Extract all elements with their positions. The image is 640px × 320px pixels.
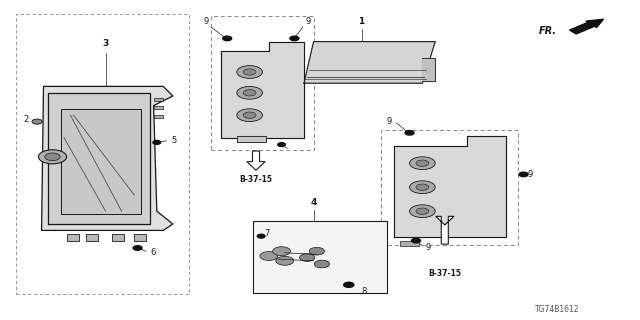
Circle shape [45, 153, 60, 161]
Circle shape [309, 247, 324, 255]
Text: TG74B1612: TG74B1612 [534, 305, 579, 314]
Text: 5: 5 [172, 136, 177, 145]
Polygon shape [48, 93, 150, 224]
Text: 9: 9 [306, 17, 311, 26]
Bar [154, 98, 163, 101]
Text: 7: 7 [264, 229, 269, 238]
Text: 9: 9 [426, 243, 431, 252]
Circle shape [243, 90, 256, 96]
Circle shape [278, 143, 285, 147]
Circle shape [237, 66, 262, 78]
Circle shape [260, 252, 278, 260]
Bar [154, 106, 163, 109]
Text: 6: 6 [150, 248, 156, 257]
Text: B-37-15: B-37-15 [239, 175, 273, 184]
Bar [154, 115, 163, 118]
Circle shape [410, 181, 435, 194]
Circle shape [405, 131, 414, 135]
Circle shape [153, 140, 161, 144]
Circle shape [237, 109, 262, 122]
Circle shape [344, 282, 354, 287]
Circle shape [410, 157, 435, 170]
Circle shape [223, 36, 232, 41]
Bar [112, 234, 124, 241]
FancyArrow shape [247, 151, 265, 170]
Circle shape [237, 86, 262, 99]
Bar [67, 234, 79, 241]
Text: 9: 9 [204, 17, 209, 26]
Polygon shape [237, 136, 266, 142]
Circle shape [300, 254, 315, 261]
Circle shape [519, 172, 528, 177]
Text: 9: 9 [387, 117, 392, 126]
Circle shape [416, 208, 429, 214]
Polygon shape [422, 58, 435, 81]
Circle shape [257, 234, 265, 238]
Bar [134, 234, 146, 241]
Polygon shape [61, 109, 141, 214]
Circle shape [290, 36, 299, 41]
Text: 4: 4 [310, 198, 317, 207]
Circle shape [32, 119, 42, 124]
Circle shape [38, 150, 67, 164]
Text: 1: 1 [358, 17, 365, 26]
Text: B-37-15: B-37-15 [428, 269, 461, 278]
Circle shape [412, 238, 420, 243]
Bar [253, 221, 387, 293]
Circle shape [273, 247, 291, 256]
FancyArrow shape [570, 19, 604, 34]
Circle shape [416, 160, 429, 166]
Bar [86, 234, 98, 241]
FancyArrow shape [436, 216, 454, 244]
Polygon shape [304, 42, 435, 83]
Circle shape [243, 112, 256, 118]
Text: 9: 9 [528, 170, 533, 179]
Text: FR.: FR. [539, 26, 557, 36]
Circle shape [276, 256, 294, 265]
Polygon shape [394, 136, 506, 237]
Text: 2: 2 [23, 116, 28, 124]
Circle shape [416, 184, 429, 190]
Text: 3: 3 [102, 39, 109, 48]
Circle shape [133, 246, 142, 250]
Text: 8: 8 [362, 287, 367, 296]
Circle shape [243, 69, 256, 75]
Circle shape [410, 205, 435, 218]
Circle shape [314, 260, 330, 268]
Polygon shape [42, 86, 173, 230]
Bar [400, 241, 419, 246]
Polygon shape [221, 42, 304, 138]
